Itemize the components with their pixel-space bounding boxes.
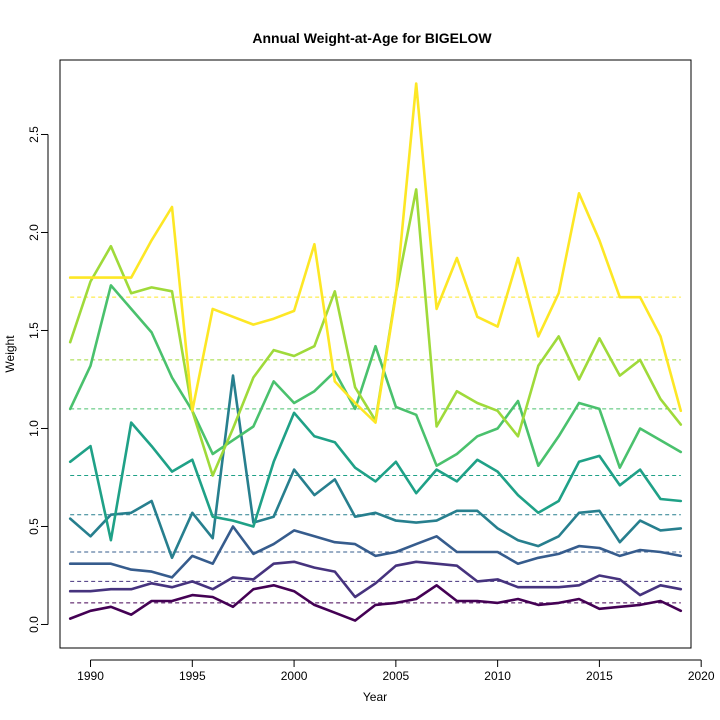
x-tick-label: 1995 bbox=[179, 669, 206, 683]
series-line bbox=[68, 525, 683, 579]
y-tick-label: 0.0 bbox=[27, 616, 41, 633]
x-tick-label: 2020 bbox=[688, 669, 715, 683]
chart-title: Annual Weight-at-Age for BIGELOW bbox=[252, 30, 492, 46]
series-lines bbox=[68, 82, 683, 622]
y-tick-label: 2.5 bbox=[27, 126, 41, 143]
y-tick-label: 0.5 bbox=[27, 518, 41, 535]
x-tick-label: 1990 bbox=[77, 669, 104, 683]
x-tick-label: 2010 bbox=[484, 669, 511, 683]
series-line bbox=[68, 583, 683, 622]
x-tick-label: 2015 bbox=[586, 669, 613, 683]
y-axis-label: Weight bbox=[3, 335, 17, 373]
x-tick-label: 2005 bbox=[383, 669, 410, 683]
y-tick-label: 1.5 bbox=[27, 322, 41, 339]
x-axis: 1990 1995 2000 2005 2010 2015 2020 bbox=[77, 659, 715, 683]
series-line bbox=[68, 560, 683, 599]
series-line bbox=[68, 411, 683, 542]
plot-frame bbox=[59, 59, 692, 649]
y-tick-label: 2.0 bbox=[27, 224, 41, 241]
x-tick-label: 2000 bbox=[281, 669, 308, 683]
x-axis-label: Year bbox=[363, 690, 387, 704]
y-axis: 0.0 0.5 1.0 1.5 2.0 2.5 bbox=[27, 126, 49, 633]
series-line bbox=[68, 284, 683, 470]
y-tick-label: 1.0 bbox=[27, 420, 41, 437]
series-line bbox=[68, 82, 683, 424]
series-line bbox=[68, 374, 683, 560]
series-line bbox=[68, 188, 683, 477]
